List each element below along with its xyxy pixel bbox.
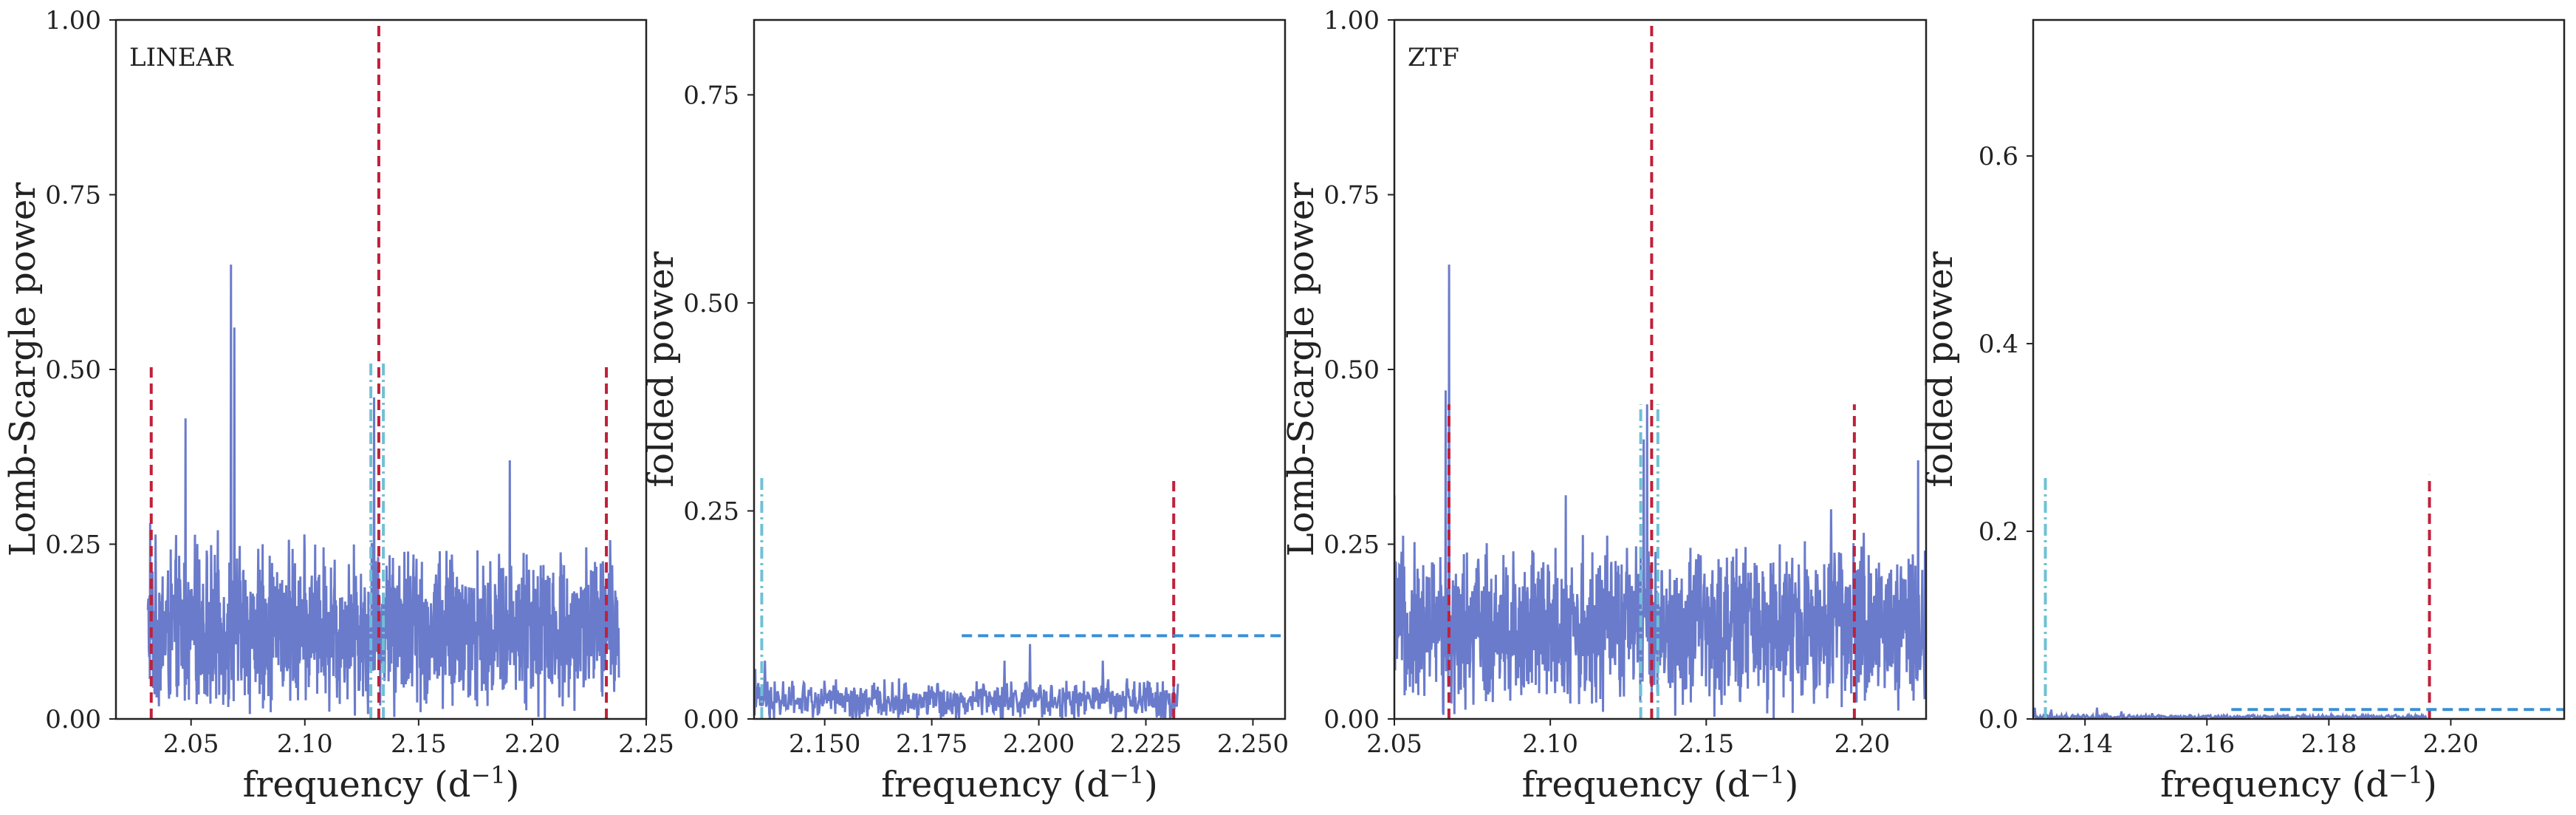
x-tick-label: 2.200: [1003, 729, 1075, 759]
y-tick-label: 1.00: [1323, 6, 1380, 35]
axes-frame: [753, 18, 1287, 720]
x-tick-label: 2.25: [618, 729, 674, 759]
x-tick-label: 2.150: [789, 729, 860, 759]
x-tick-label: 2.20: [1835, 729, 1891, 759]
y-tick-label: 0.50: [45, 355, 101, 385]
y-tick-label: 0.50: [683, 289, 739, 318]
y-tick-label: 0.6: [1979, 142, 2018, 171]
x-tick-label: 2.20: [2423, 729, 2479, 759]
x-tick-label: 2.05: [1366, 729, 1422, 759]
survey-name-label: ZTF: [1408, 43, 1459, 72]
y-tick-label: 0.25: [1323, 531, 1380, 560]
x-tick-label: 2.05: [163, 729, 219, 759]
x-tick-label: 2.250: [1217, 729, 1289, 759]
periodogram-series-line: [754, 644, 1179, 719]
x-tick-label: 2.16: [2179, 729, 2235, 759]
y-tick-label: 0.25: [45, 531, 101, 560]
x-tick-label: 2.20: [504, 729, 561, 759]
periodogram-series-line: [2033, 707, 2428, 719]
y-tick-label: 0.4: [1979, 330, 2018, 359]
x-tick-label: 2.15: [391, 729, 447, 759]
axes-frame: [2032, 18, 2566, 720]
x-tick-label: 2.175: [896, 729, 967, 759]
x-tick-label: 2.10: [1522, 729, 1578, 759]
y-tick-label: 0.75: [45, 181, 101, 211]
y-tick-label: 0.2: [1979, 517, 2018, 547]
panel-linear-periodogram: 2.05 2.10 2.15 2.20 2.25 0.00 0.25 0.50 0.75 1.00…: [2, 6, 674, 805]
y-tick-label: 0.0: [1979, 705, 2018, 734]
x-tick-label: 2.10: [277, 729, 333, 759]
y-axis-label: Lomb-Scargle power: [1281, 183, 1322, 556]
panel-ztf-periodogram: 2.05 2.10 2.15 2.20 0.00 0.25 0.50 0.75 1.00 freq…: [1281, 6, 1928, 805]
y-tick-label: 0.00: [1323, 705, 1380, 734]
x-tick-label: 2.18: [2301, 729, 2357, 759]
y-axis-label: folded power: [1919, 251, 1961, 487]
y-tick-label: 0.50: [1323, 355, 1380, 385]
y-tick-label: 0.25: [683, 497, 739, 526]
y-tick-label: 0.75: [683, 81, 739, 110]
survey-name-label: LINEAR: [129, 43, 234, 72]
x-axis-label: frequency (d−1): [2160, 761, 2437, 805]
panel-ztf-folded: 2.14 2.16 2.18 2.20 0.0 0.2 0.4 0.6 frequency (d…: [1919, 18, 2566, 805]
y-tick-label: 0.75: [1323, 181, 1380, 211]
y-axis-label: Lomb-Scargle power: [2, 183, 44, 556]
periodogram-series-line: [1394, 265, 1926, 719]
y-axis-label: folded power: [640, 251, 682, 487]
x-axis-label: frequency (d−1): [1522, 761, 1799, 805]
x-tick-label: 2.225: [1110, 729, 1182, 759]
x-tick-label: 2.14: [2057, 729, 2113, 759]
y-tick-label: 0.00: [683, 705, 739, 734]
panel-linear-folded: 2.150 2.175 2.200 2.225 2.250 0.00 0.25 0.50 0.7…: [640, 18, 1289, 805]
x-tick-label: 2.15: [1678, 729, 1734, 759]
x-axis-label: frequency (d−1): [243, 761, 520, 805]
x-axis-label: frequency (d−1): [881, 761, 1158, 805]
y-tick-label: 0.00: [45, 705, 101, 734]
periodogram-series-line: [146, 265, 620, 718]
y-tick-label: 1.00: [45, 6, 101, 35]
